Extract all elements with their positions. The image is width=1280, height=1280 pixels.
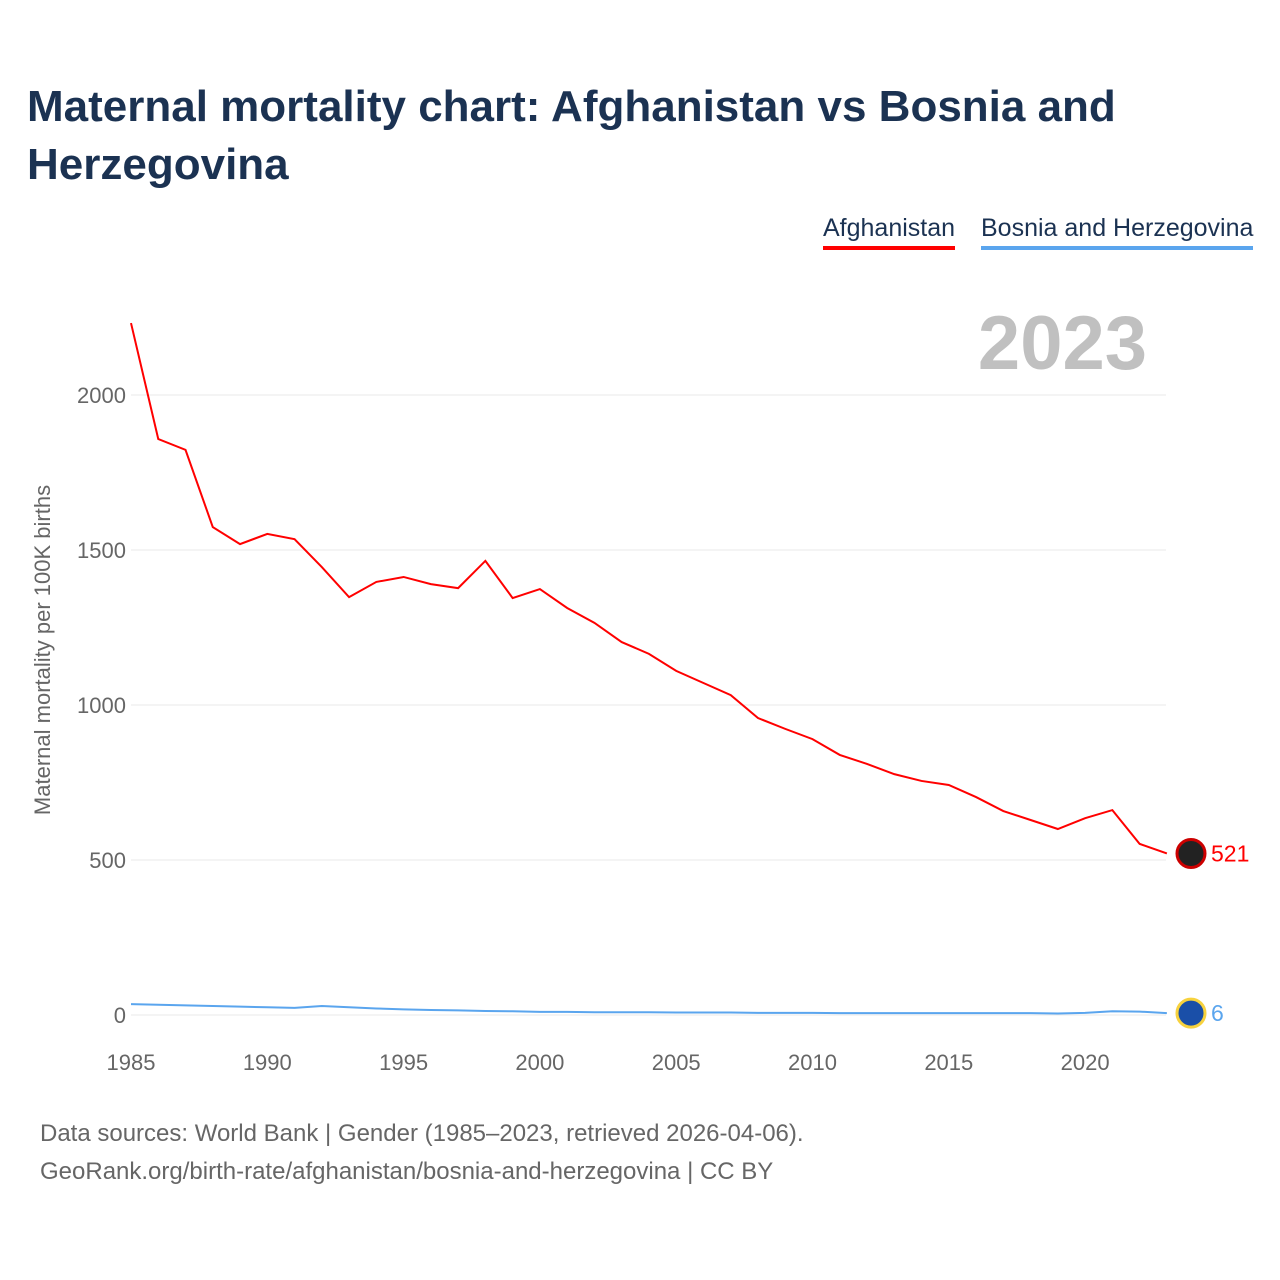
x-tick-label: 2020 [1061, 1050, 1110, 1075]
y-axis-label: Maternal mortality per 100K births [30, 485, 55, 815]
series-line-0 [130, 322, 1168, 855]
legend-bosnia[interactable]: Bosnia and Herzegovina [981, 214, 1254, 250]
x-tick-label: 1995 [379, 1050, 428, 1075]
x-tick-label: 1990 [243, 1050, 292, 1075]
x-tick-label: 2015 [924, 1050, 973, 1075]
year-label: 2023 [977, 301, 1147, 386]
source-line-1: Data sources: World Bank | Gender (1985–… [40, 1120, 804, 1147]
bosnia-flag-icon [1175, 997, 1207, 1029]
y-tick-label: 2000 [77, 383, 126, 408]
x-tick-label: 2005 [652, 1050, 701, 1075]
x-tick-label: 2000 [515, 1050, 564, 1075]
y-tick-label: 1500 [77, 538, 126, 563]
x-tick-label: 1985 [107, 1050, 156, 1075]
y-tick-label: 0 [114, 1003, 126, 1028]
end-value-label: 6 [1211, 1000, 1224, 1026]
afghanistan-flag-icon [1175, 837, 1207, 869]
x-tick-label: 2010 [788, 1050, 837, 1075]
y-tick-label: 500 [89, 848, 126, 873]
legend-afghanistan[interactable]: Afghanistan [823, 214, 956, 250]
chart-title: Maternal mortality chart: Afghanistan vs… [27, 82, 1116, 189]
end-value-label: 521 [1211, 840, 1249, 866]
y-tick-label: 1000 [77, 693, 126, 718]
source-line-2[interactable]: GeoRank.org/birth-rate/afghanistan/bosni… [40, 1158, 774, 1185]
series-line-1 [130, 1003, 1167, 1015]
